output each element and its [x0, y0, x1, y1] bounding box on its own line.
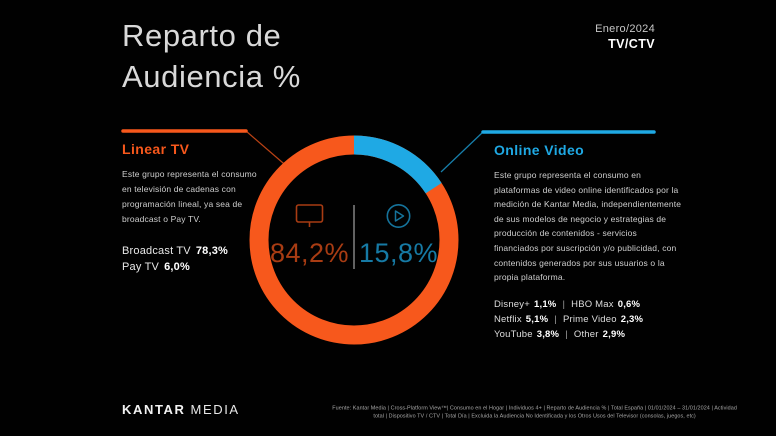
- stat-value: 2,3%: [620, 313, 644, 325]
- stat-label: Other: [573, 328, 599, 340]
- stat-label: Netflix: [494, 313, 522, 325]
- separator: |: [565, 328, 568, 340]
- online-heading: Online Video: [494, 142, 585, 158]
- donut-linear-column: 84,2%: [268, 203, 352, 269]
- online-connector-diagonal: [440, 131, 484, 173]
- stat-value: 78,3%: [195, 244, 229, 257]
- stat-label: Broadcast TV: [122, 244, 191, 257]
- page-title-line2: Audiencia %: [122, 58, 301, 94]
- source-line2: total | Dispositivo TV / CTV | Total Día…: [373, 413, 696, 420]
- source-note: Fuente: Kantar Media | Cross-Platform Vi…: [300, 404, 769, 421]
- device-tag: TV/CTV: [608, 37, 655, 51]
- source-line1: Fuente: Kantar Media | Cross-Platform Vi…: [332, 404, 737, 411]
- period-label: Enero/2024: [595, 23, 655, 35]
- separator: |: [554, 313, 557, 325]
- online-video-panel: Online Video Este grupo representa el co…: [494, 142, 686, 344]
- stat-line: YouTube 3,8% | Other 2,9%: [494, 329, 686, 340]
- stat-label: HBO Max: [571, 298, 614, 310]
- stat-value: 0,6%: [617, 298, 641, 310]
- stat-label: Pay TV: [122, 260, 160, 273]
- stat-value: 2,9%: [602, 328, 626, 340]
- stat-row: Pay TV 6,0%: [122, 261, 262, 273]
- stat-line: Disney+ 1,1% | HBO Max 0,6%: [494, 299, 686, 310]
- linear-description: Este grupo representa el consumo en tele…: [122, 169, 257, 225]
- stat-value: 6,0%: [164, 260, 190, 273]
- stat-label: Prime Video: [562, 313, 617, 325]
- page-title: Reparto de Audiencia %: [122, 16, 301, 98]
- kantar-media-logo: KANTAR MEDIA: [122, 402, 240, 417]
- stat-line: Netflix 5,1% | Prime Video 2,3%: [494, 314, 686, 325]
- stat-label: YouTube: [494, 328, 533, 340]
- linear-heading: Linear TV: [122, 141, 190, 157]
- stat-value: 3,8%: [536, 328, 560, 340]
- online-share-value: 15,8%: [358, 238, 439, 268]
- stat-value: 1,1%: [534, 298, 557, 310]
- donut-online-column: 15,8%: [357, 203, 441, 269]
- tv-icon: [295, 204, 324, 227]
- page-title-line1: Reparto de: [122, 18, 282, 53]
- linear-stats: Broadcast TV 78,3% Pay TV 6,0%: [122, 245, 262, 273]
- stat-label: Disney+: [494, 298, 530, 310]
- linear-share-value: 84,2%: [269, 238, 350, 268]
- online-description: Este grupo representa el consumo en plat…: [494, 170, 682, 283]
- online-stats: Disney+ 1,1% | HBO Max 0,6% Netflix 5,1% | Prim…: [494, 299, 686, 340]
- logo-light: MEDIA: [190, 402, 240, 417]
- stat-value: 5,1%: [525, 313, 549, 325]
- center-divider: [353, 205, 355, 269]
- stat-row: Broadcast TV 78,3%: [122, 245, 262, 257]
- separator: |: [562, 298, 566, 310]
- period-block: Enero/2024 TV/CTV: [595, 23, 655, 51]
- logo-bold: KANTAR: [122, 402, 186, 417]
- linear-tv-panel: Linear TV Este grupo representa el consu…: [122, 141, 262, 277]
- donut-center: 84,2% 15,8%: [268, 203, 441, 269]
- play-circle-icon: [386, 204, 411, 228]
